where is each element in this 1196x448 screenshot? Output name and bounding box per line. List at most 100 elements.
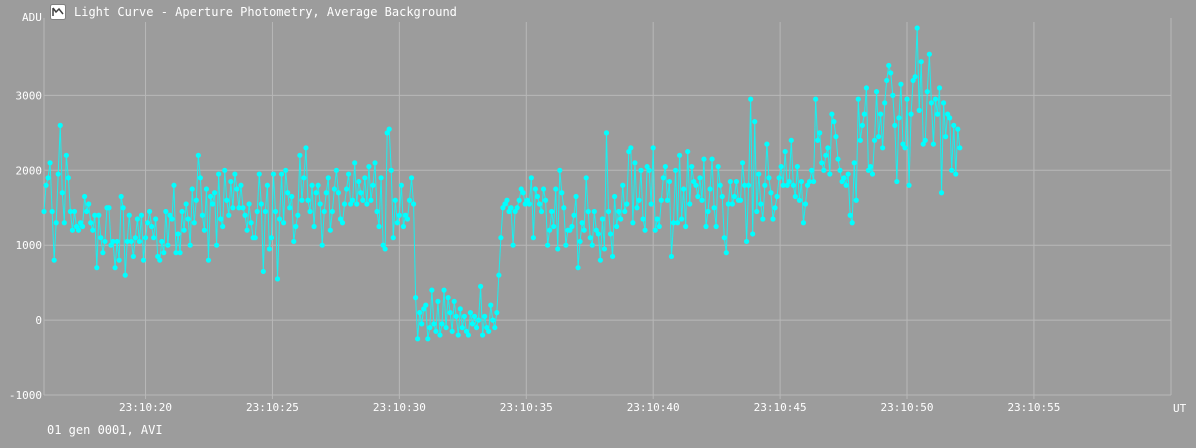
data-point	[898, 81, 904, 87]
data-point	[207, 193, 214, 200]
data-point	[461, 313, 467, 319]
x-tick-label: 23:10:50	[881, 401, 934, 414]
data-point	[579, 220, 585, 226]
data-point	[415, 336, 421, 342]
data-point	[660, 175, 666, 181]
data-point	[116, 257, 122, 263]
data-point	[159, 238, 165, 245]
data-point	[557, 167, 563, 173]
data-point	[459, 324, 465, 331]
data-point	[325, 175, 331, 181]
data-point	[829, 111, 835, 117]
data-point	[293, 223, 299, 230]
data-point	[309, 182, 315, 188]
data-point	[130, 253, 136, 260]
data-point	[49, 208, 55, 215]
data-point	[949, 167, 955, 173]
data-point	[670, 220, 677, 226]
data-point	[449, 328, 455, 334]
data-point	[774, 193, 780, 200]
data-point	[955, 126, 961, 132]
data-point	[689, 163, 695, 170]
data-point	[331, 186, 337, 192]
data-point	[786, 178, 792, 185]
data-point	[847, 212, 853, 218]
data-point	[177, 250, 183, 256]
data-point	[86, 201, 92, 207]
data-point	[811, 178, 817, 185]
data-point	[638, 167, 644, 173]
data-point	[875, 134, 882, 140]
data-point	[790, 182, 796, 188]
data-point	[317, 201, 323, 207]
data-point	[327, 227, 333, 233]
data-point	[171, 182, 177, 188]
data-point	[880, 145, 886, 151]
data-point	[496, 272, 502, 278]
data-point	[583, 175, 589, 181]
data-point	[940, 100, 947, 106]
data-point	[620, 182, 626, 188]
data-point	[75, 227, 82, 233]
data-point	[437, 332, 443, 338]
data-point	[482, 313, 488, 319]
data-point	[305, 197, 311, 203]
data-point	[55, 171, 61, 177]
y-axis-label: ADU	[22, 11, 42, 24]
data-point	[833, 134, 839, 140]
data-point	[683, 223, 689, 230]
data-point	[902, 145, 908, 151]
y-tick-label: 3000	[16, 89, 43, 102]
data-point	[106, 205, 112, 211]
data-point	[760, 216, 766, 222]
data-point	[264, 182, 270, 188]
data-point	[756, 171, 762, 177]
data-point	[211, 190, 218, 196]
data-point	[136, 238, 143, 245]
data-point	[234, 186, 240, 192]
data-point	[281, 220, 287, 226]
data-point	[343, 186, 350, 192]
data-point	[165, 242, 171, 248]
data-point	[228, 178, 234, 185]
data-point	[307, 208, 313, 215]
data-point	[654, 216, 660, 222]
x-tick-label: 23:10:45	[754, 401, 807, 414]
data-point	[376, 223, 382, 230]
data-point	[595, 231, 601, 237]
data-point	[431, 321, 437, 327]
data-point	[845, 171, 851, 177]
data-point	[453, 313, 459, 319]
data-point	[746, 182, 752, 188]
data-point	[218, 216, 224, 222]
data-point	[530, 235, 536, 241]
data-point	[668, 253, 675, 260]
data-point	[189, 186, 195, 192]
data-point	[624, 201, 630, 207]
data-point	[924, 89, 930, 95]
data-point	[256, 171, 262, 177]
data-point	[780, 182, 786, 188]
data-point	[776, 175, 782, 181]
data-point	[301, 175, 307, 181]
data-point	[922, 137, 928, 143]
data-point	[480, 332, 486, 338]
data-point	[857, 137, 863, 143]
data-point	[612, 193, 618, 200]
data-point	[825, 145, 831, 151]
data-point	[142, 235, 149, 241]
data-point	[928, 100, 934, 106]
data-point	[151, 235, 157, 241]
data-point	[510, 242, 516, 248]
data-point	[687, 201, 693, 207]
x-tick-label: 23:10:25	[246, 401, 299, 414]
chart-axes	[43, 18, 1172, 399]
data-point	[201, 227, 208, 233]
data-point	[853, 197, 859, 203]
data-point	[892, 122, 898, 128]
data-point	[224, 197, 230, 203]
data-point	[413, 295, 419, 301]
data-point	[605, 208, 612, 215]
data-point	[205, 257, 212, 263]
